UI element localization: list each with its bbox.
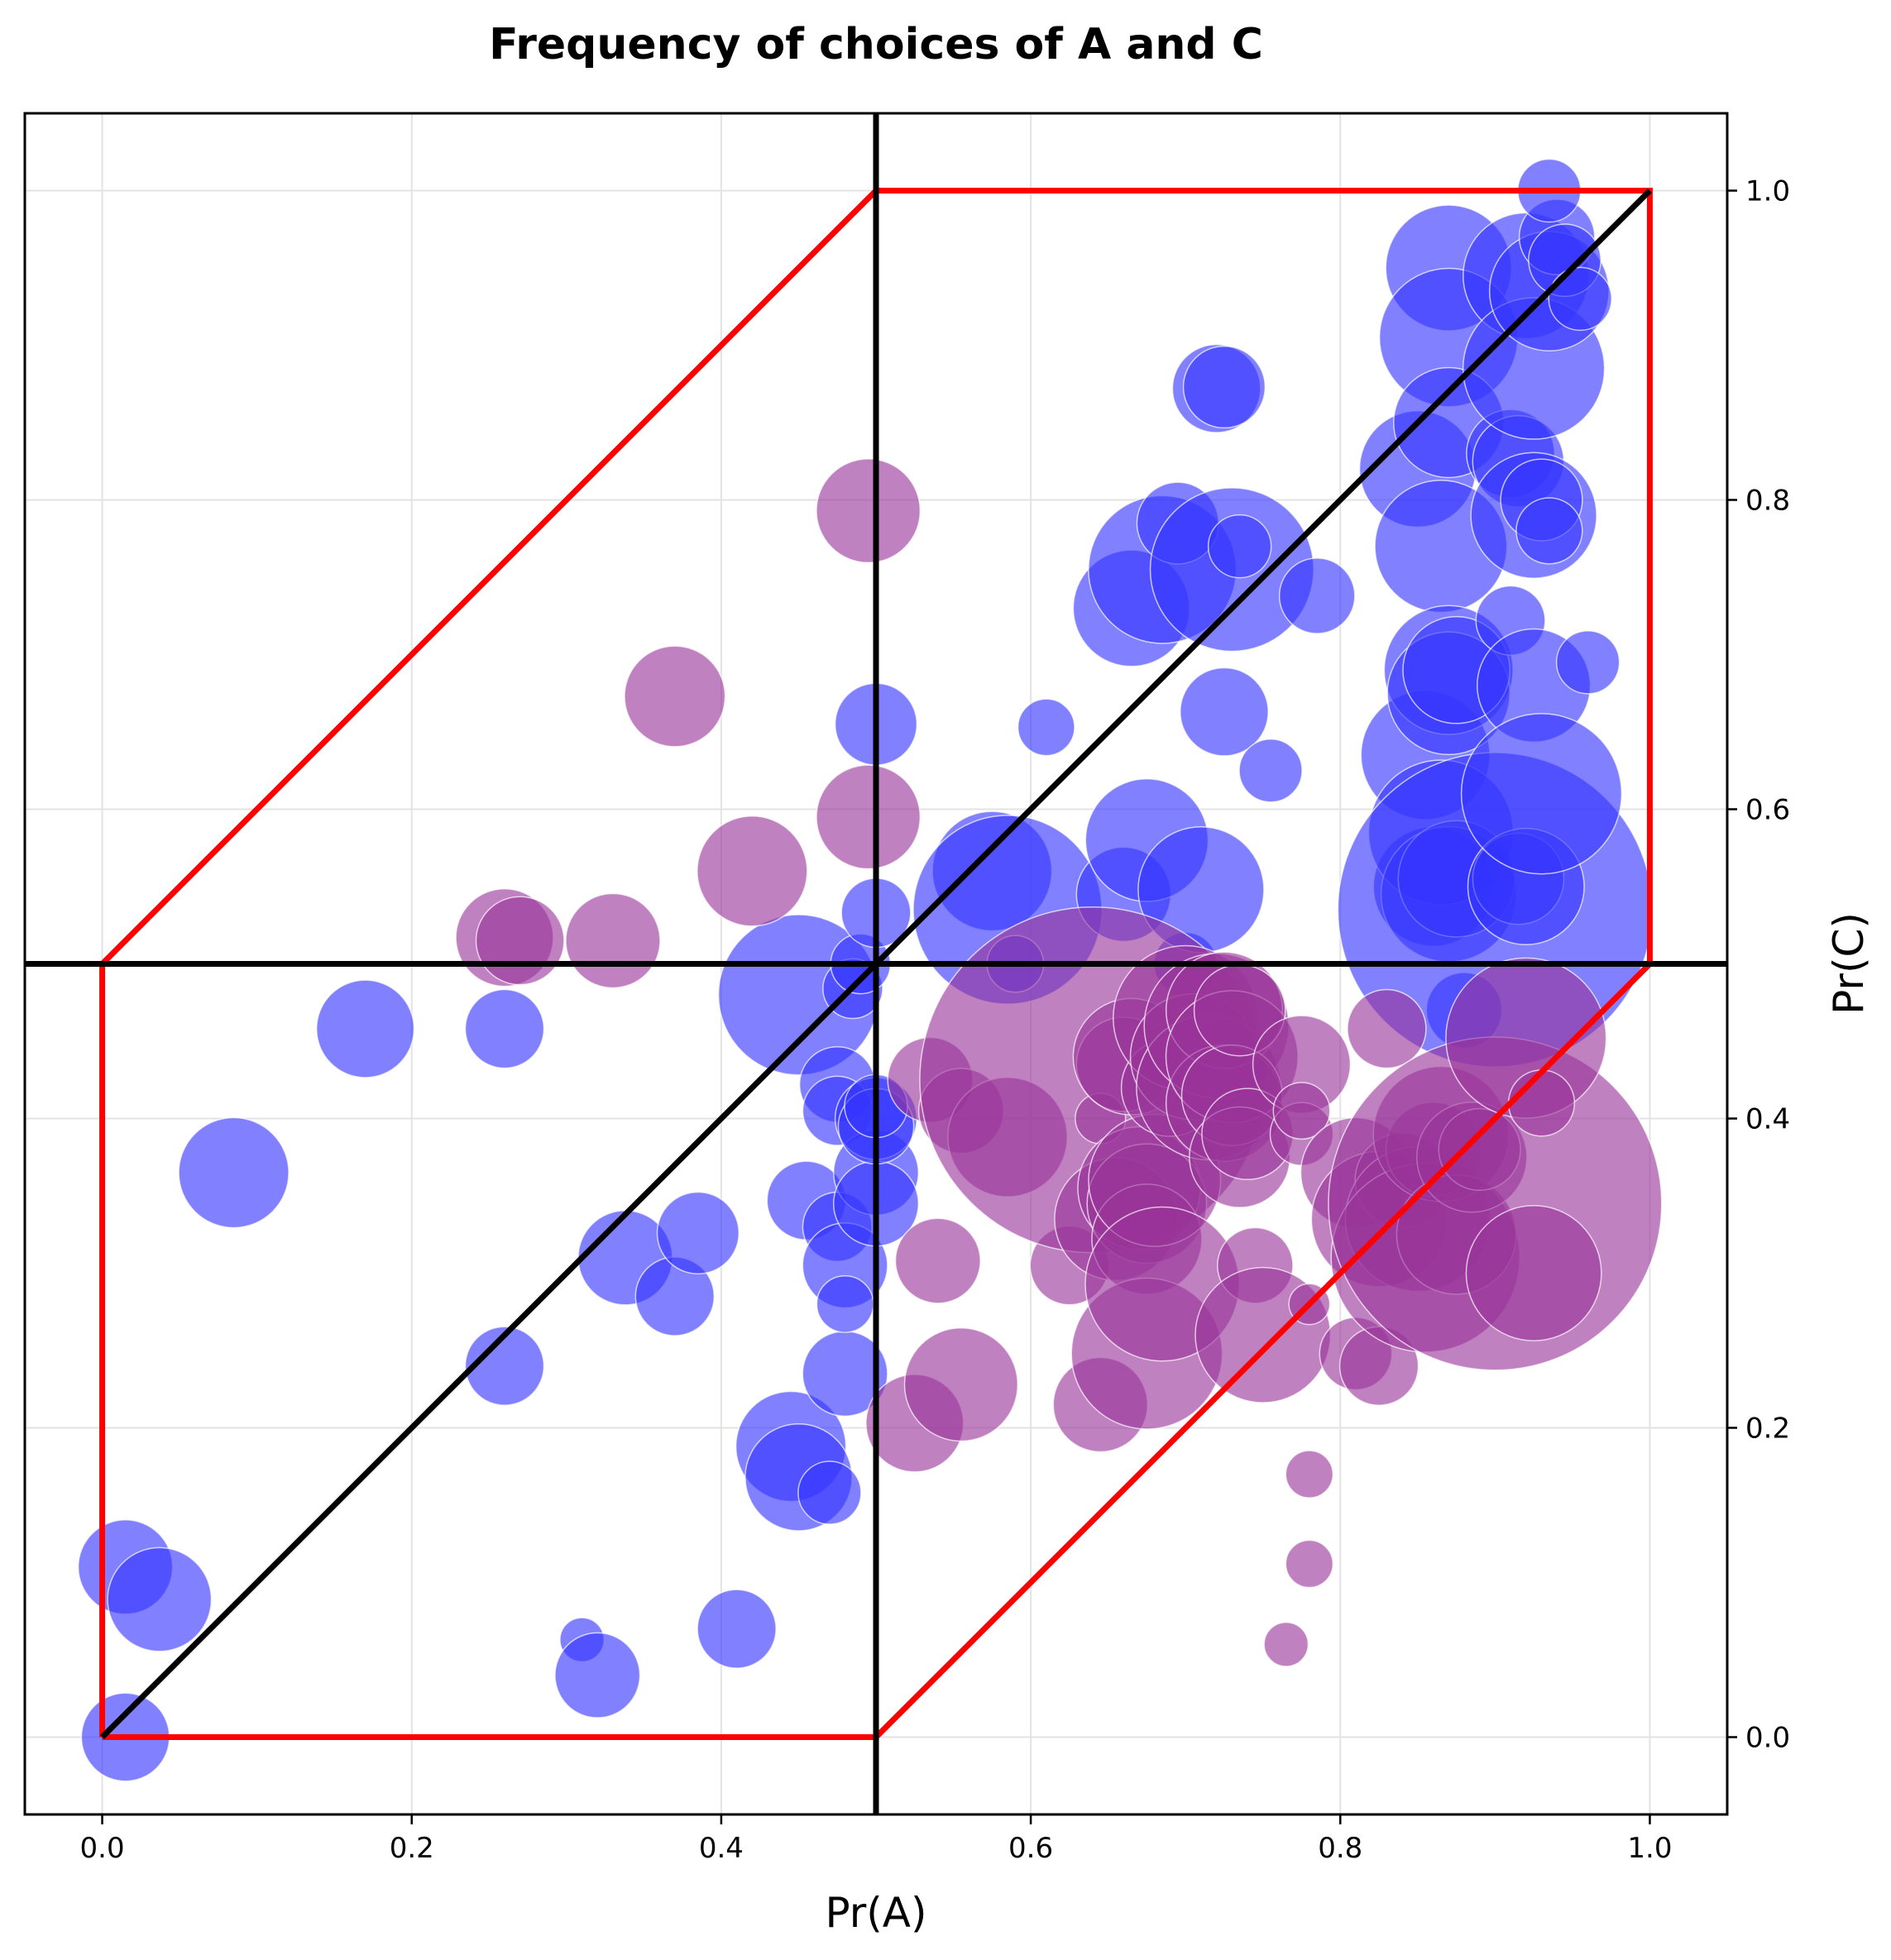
x-tick-label-3: 0.6 [1008, 1832, 1053, 1865]
x-tick-label-0: 0.0 [80, 1832, 125, 1865]
purple-bubble-1 [475, 896, 565, 986]
plot-frame [23, 112, 1729, 1816]
chart-title: Frequency of choices of A and C [489, 20, 1263, 69]
blue-bubble-48 [1207, 514, 1272, 579]
purple-bubble-63 [1507, 1069, 1576, 1137]
x-tick-label-1: 0.2 [390, 1832, 434, 1865]
purple-bubble-5 [816, 458, 922, 564]
purple-bubble-40 [1263, 1621, 1309, 1667]
purple-bubble-9 [894, 1217, 981, 1304]
y-tick-label-4: 0.8 [1745, 485, 1790, 518]
y-tick-label-2: 0.4 [1745, 1103, 1790, 1136]
blue-bubble-36 [1017, 698, 1075, 757]
y-tick-label-5: 1.0 [1745, 175, 1790, 208]
blue-bubble-12 [697, 1589, 777, 1669]
blue-bubble-2 [107, 1546, 213, 1652]
x-tick-label-5: 1.0 [1627, 1832, 1672, 1865]
blue-bubble-23 [816, 1274, 874, 1333]
y-tick-label-3: 0.6 [1745, 794, 1790, 827]
purple-bubble-4 [697, 815, 808, 927]
blue-bubble-50 [1278, 557, 1356, 634]
blue-bubble-8 [554, 1632, 641, 1719]
x-tick-label-4: 0.8 [1318, 1832, 1362, 1865]
y-axis-label: Pr(C) [1825, 912, 1873, 1015]
purple-bubble-45 [1285, 1450, 1334, 1499]
blue-bubble-5 [464, 988, 545, 1069]
blue-bubble-11 [656, 1191, 740, 1275]
blue-bubble-6 [464, 1326, 545, 1406]
purple-bubble-51 [1347, 988, 1427, 1069]
blue-bubble-78 [1515, 497, 1583, 565]
purple-bubble-62 [1465, 1205, 1602, 1341]
purple-bubble-10 [903, 1327, 1019, 1442]
blue-bubble-3 [178, 1116, 290, 1229]
blue-bubble-45 [1182, 345, 1266, 429]
blue-bubble-82 [1548, 266, 1613, 332]
purple-bubble-46 [1285, 1539, 1334, 1589]
x-tick-label-2: 0.4 [699, 1832, 744, 1865]
y-tick-label-1: 0.2 [1745, 1413, 1790, 1446]
blue-bubble-4 [315, 979, 415, 1078]
purple-bubble-3 [624, 645, 726, 748]
diagonal-reference-line [100, 189, 1652, 1739]
purple-bubble-6 [816, 764, 922, 870]
blue-bubble-17 [797, 1460, 862, 1525]
blue-bubble-83 [1555, 630, 1621, 695]
blue-bubble-49 [1238, 739, 1303, 803]
x-axis-label: Pr(A) [825, 1889, 926, 1937]
purple-bubble-2 [565, 892, 661, 989]
blue-bubble-46 [1180, 667, 1269, 757]
y-tick-label-0: 0.0 [1745, 1722, 1790, 1755]
blue-bubble-75 [1460, 713, 1623, 875]
purple-bubble-43 [1272, 1082, 1331, 1140]
